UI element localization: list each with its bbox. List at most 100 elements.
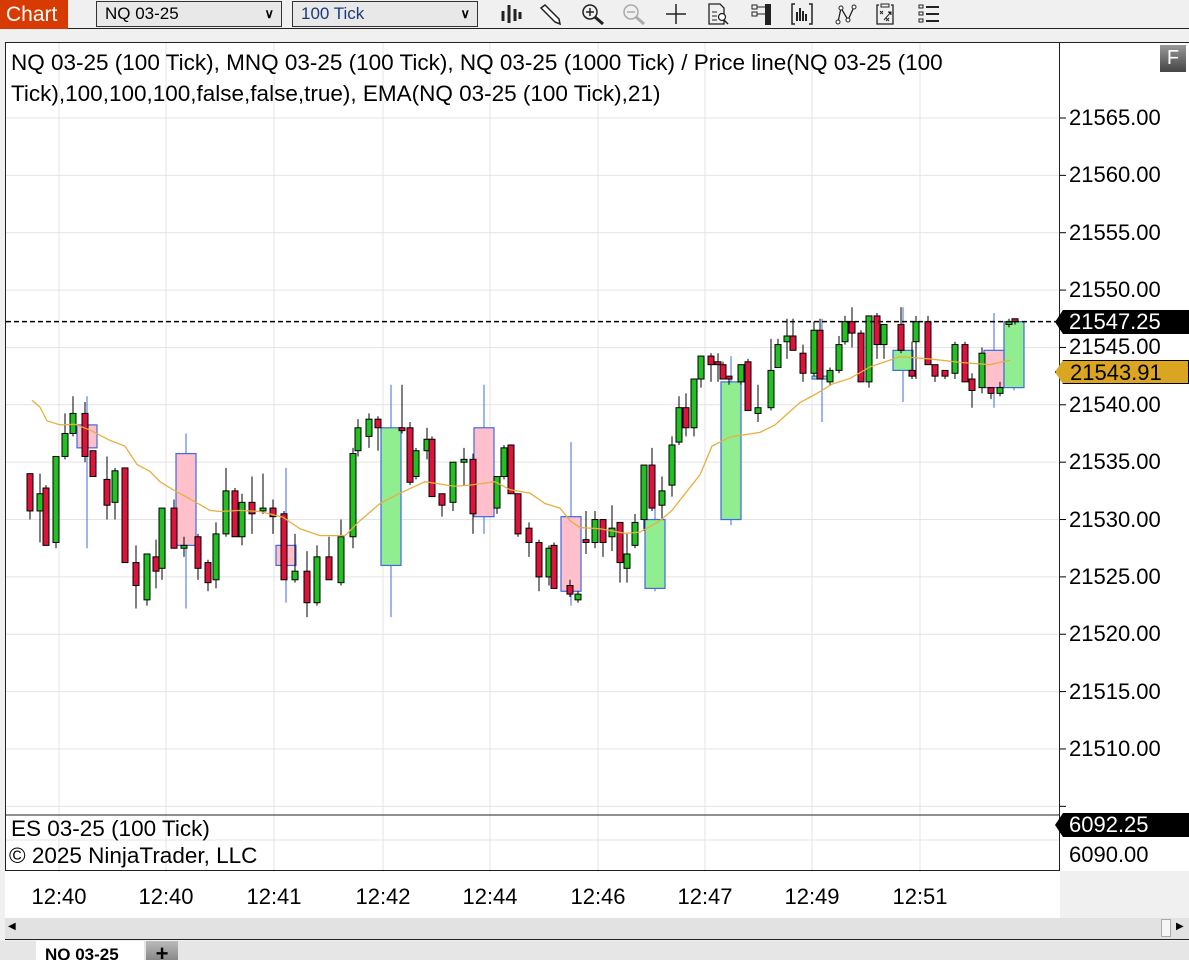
- price-label: 21510.00: [1069, 735, 1161, 761]
- candle-down: [616, 521, 624, 564]
- candle-down: [599, 519, 607, 544]
- candle-up: [912, 321, 920, 343]
- candle-up: [865, 315, 873, 383]
- candle-up: [623, 553, 631, 569]
- zoom-out-icon[interactable]: [621, 2, 647, 26]
- time-label: 12:49: [784, 884, 840, 909]
- candle-up: [222, 490, 230, 535]
- candle-down: [931, 364, 939, 377]
- horizontal-scrollbar[interactable]: ◀ ▶: [5, 918, 1189, 940]
- big-bar-down: [473, 427, 495, 518]
- candle-down: [121, 467, 129, 564]
- candle-down: [325, 556, 333, 581]
- chart-style-icon[interactable]: [498, 2, 524, 26]
- candle-down: [908, 369, 916, 377]
- candle-up: [951, 344, 959, 374]
- data-box-icon[interactable]: [705, 2, 731, 26]
- candle-down: [566, 585, 574, 595]
- candle-down: [525, 527, 533, 544]
- chart-menu-button[interactable]: Chart: [0, 0, 68, 29]
- candle-up: [354, 427, 362, 452]
- candle-down: [248, 501, 256, 515]
- draw-pencil-icon[interactable]: [537, 2, 563, 26]
- candle-up: [737, 364, 745, 383]
- candle-down: [42, 487, 50, 546]
- panel-properties-icon[interactable]: [749, 2, 775, 26]
- scroll-left-arrow-icon[interactable]: ◀: [8, 921, 16, 932]
- time-label: 12:42: [355, 884, 411, 909]
- zoom-in-icon[interactable]: [580, 2, 606, 26]
- tab-bar: [0, 941, 1189, 960]
- f-button[interactable]: F: [1160, 45, 1186, 72]
- scroll-thumb[interactable]: [1161, 919, 1171, 937]
- object-list-icon[interactable]: [916, 2, 942, 26]
- time-axis[interactable]: [5, 871, 1060, 918]
- tab-nq-03-25[interactable]: NQ 03-25: [36, 941, 144, 960]
- price-label: 21520.00: [1069, 621, 1161, 647]
- candle-up: [631, 521, 639, 546]
- chart-title: NQ 03-25 (100 Tick), MNQ 03-25 (100 Tick…: [11, 50, 943, 106]
- candle-down: [231, 490, 239, 538]
- candle-down: [648, 464, 656, 509]
- add-tab-button[interactable]: +: [146, 941, 178, 960]
- candle-down: [848, 321, 856, 334]
- candle-down: [897, 324, 905, 351]
- strategy-icon[interactable]: [833, 2, 859, 26]
- candle-up: [668, 444, 676, 486]
- candle-up: [574, 593, 582, 601]
- big-bar-up: [380, 427, 402, 567]
- candle-up: [111, 470, 119, 503]
- candle-down: [406, 427, 414, 483]
- candle-up: [640, 464, 648, 521]
- instrument-selector[interactable]: NQ 03-25 ∨: [96, 1, 282, 27]
- time-label: 12:44: [462, 884, 518, 909]
- candle-down: [987, 387, 995, 394]
- candle-up: [349, 453, 357, 538]
- candle-down: [550, 544, 558, 589]
- candle-up: [658, 490, 666, 506]
- price-label: 21560.00: [1069, 162, 1161, 188]
- candle-down: [789, 335, 797, 351]
- candle-up: [493, 476, 501, 509]
- instrument-value: NQ 03-25: [105, 4, 179, 23]
- candle-up: [412, 450, 420, 478]
- candle-down: [941, 369, 949, 377]
- candle-up: [608, 527, 616, 538]
- candle-down: [719, 364, 727, 380]
- big-bar-up: [892, 349, 914, 372]
- price-label: 21555.00: [1069, 219, 1161, 245]
- candle-down: [89, 450, 97, 478]
- candle-up: [460, 458, 468, 463]
- candle-up: [783, 335, 791, 343]
- interval-value: 100 Tick: [301, 4, 365, 23]
- candle-up: [978, 352, 986, 389]
- candle-up: [212, 533, 220, 581]
- big-bar-down: [983, 349, 1005, 389]
- price-label: 21515.00: [1069, 678, 1161, 704]
- price-axis[interactable]: [1060, 42, 1189, 871]
- scroll-right-arrow-icon[interactable]: ▶: [1176, 921, 1184, 932]
- candle-down: [398, 427, 406, 432]
- es-panel-title: ES 03-25 (100 Tick): [11, 816, 210, 841]
- price-label: 21525.00: [1069, 563, 1161, 589]
- candle-up: [143, 553, 151, 601]
- crosshair-icon[interactable]: [663, 2, 689, 26]
- big-bar-up: [1003, 321, 1025, 389]
- candle-up: [291, 570, 299, 581]
- es-last-price-badge: 6092.25: [1055, 813, 1189, 837]
- candle-up: [61, 433, 69, 457]
- candle-up: [259, 507, 267, 512]
- big-bar-down: [175, 452, 197, 546]
- interval-selector[interactable]: 100 Tick ∨: [292, 1, 478, 27]
- time-label: 12:47: [677, 884, 733, 909]
- chart-trader-icon[interactable]: [873, 2, 899, 26]
- candle-down: [26, 473, 34, 512]
- candle-up: [365, 418, 373, 437]
- candle-down: [170, 507, 178, 549]
- chevron-down-icon: ∨: [264, 6, 274, 21]
- bar-template-icon[interactable]: [789, 2, 815, 26]
- candle-down: [744, 361, 752, 412]
- last-price-badge: 21547.25: [1055, 310, 1189, 334]
- candle-up: [449, 461, 457, 503]
